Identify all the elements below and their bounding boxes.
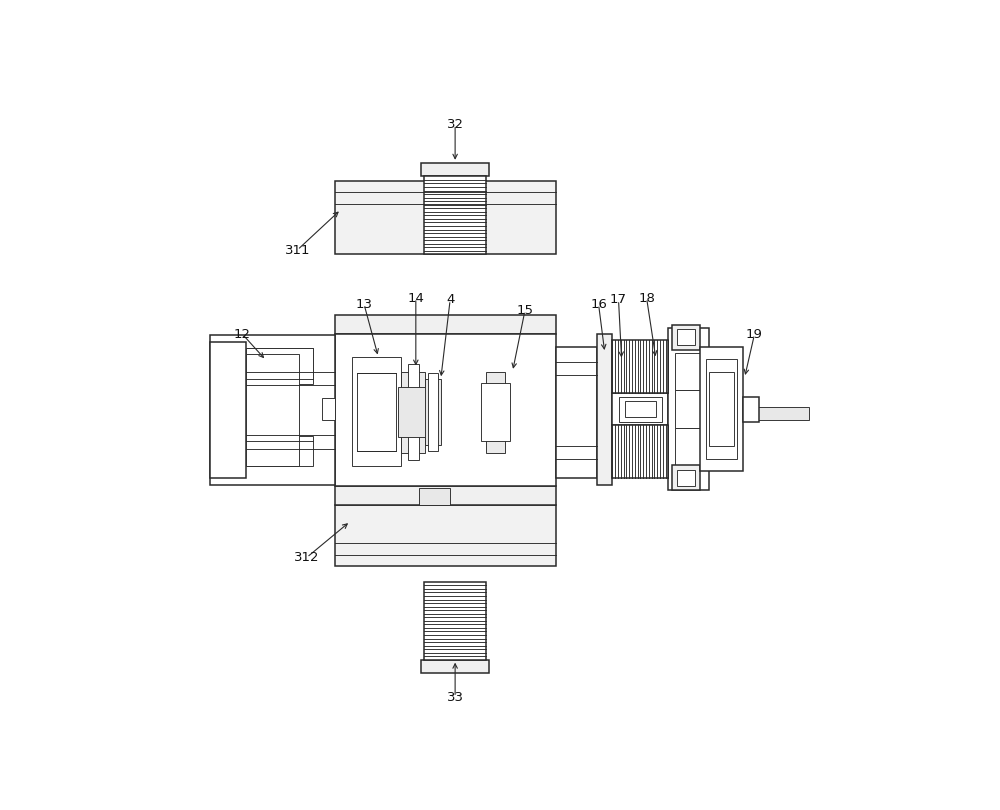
Bar (556, 347, 597, 478)
Bar (481, 383, 510, 441)
Bar (210, 342, 246, 478)
Bar (335, 486, 556, 505)
Bar (421, 163, 489, 177)
Bar (709, 372, 734, 446)
Bar (210, 398, 344, 420)
Bar (675, 390, 703, 428)
Bar (335, 335, 556, 486)
Bar (428, 373, 438, 451)
Bar (672, 465, 700, 490)
Bar (743, 397, 759, 421)
Bar (700, 347, 743, 471)
Bar (672, 325, 700, 350)
Text: 33: 33 (447, 691, 464, 704)
Bar (421, 660, 489, 673)
Bar (424, 582, 486, 660)
Bar (486, 372, 505, 453)
Text: 15: 15 (516, 304, 533, 317)
Bar (401, 372, 425, 453)
Bar (357, 373, 396, 451)
Bar (675, 428, 703, 465)
Bar (352, 357, 401, 467)
Bar (335, 398, 550, 420)
Bar (706, 359, 737, 459)
Bar (612, 340, 668, 394)
Bar (424, 177, 486, 254)
Text: 13: 13 (356, 298, 373, 311)
Bar (677, 329, 695, 345)
Bar (425, 379, 441, 446)
Text: 311: 311 (285, 244, 310, 257)
Bar (619, 397, 662, 421)
Bar (675, 353, 703, 390)
Bar (335, 181, 556, 254)
Bar (408, 364, 419, 460)
Text: 19: 19 (746, 328, 763, 341)
Text: 16: 16 (590, 298, 607, 311)
Bar (668, 328, 709, 490)
Text: 17: 17 (610, 293, 627, 306)
Bar (419, 488, 450, 505)
Text: 14: 14 (407, 292, 424, 305)
Text: 312: 312 (294, 551, 319, 564)
Bar (700, 407, 809, 420)
Bar (335, 505, 556, 566)
Text: 4: 4 (446, 293, 454, 306)
Bar (597, 335, 612, 485)
Bar (322, 399, 335, 420)
Text: 12: 12 (234, 328, 251, 341)
Bar (210, 335, 335, 485)
Bar (246, 437, 313, 467)
Bar (677, 470, 695, 486)
Bar (612, 394, 668, 424)
Bar (612, 424, 668, 478)
Text: 18: 18 (638, 292, 655, 305)
Bar (398, 387, 429, 437)
Text: 32: 32 (447, 118, 464, 131)
Bar (246, 354, 299, 467)
Bar (246, 348, 313, 384)
Bar (550, 398, 700, 420)
Bar (246, 348, 313, 377)
Bar (335, 316, 556, 335)
Bar (625, 401, 656, 417)
